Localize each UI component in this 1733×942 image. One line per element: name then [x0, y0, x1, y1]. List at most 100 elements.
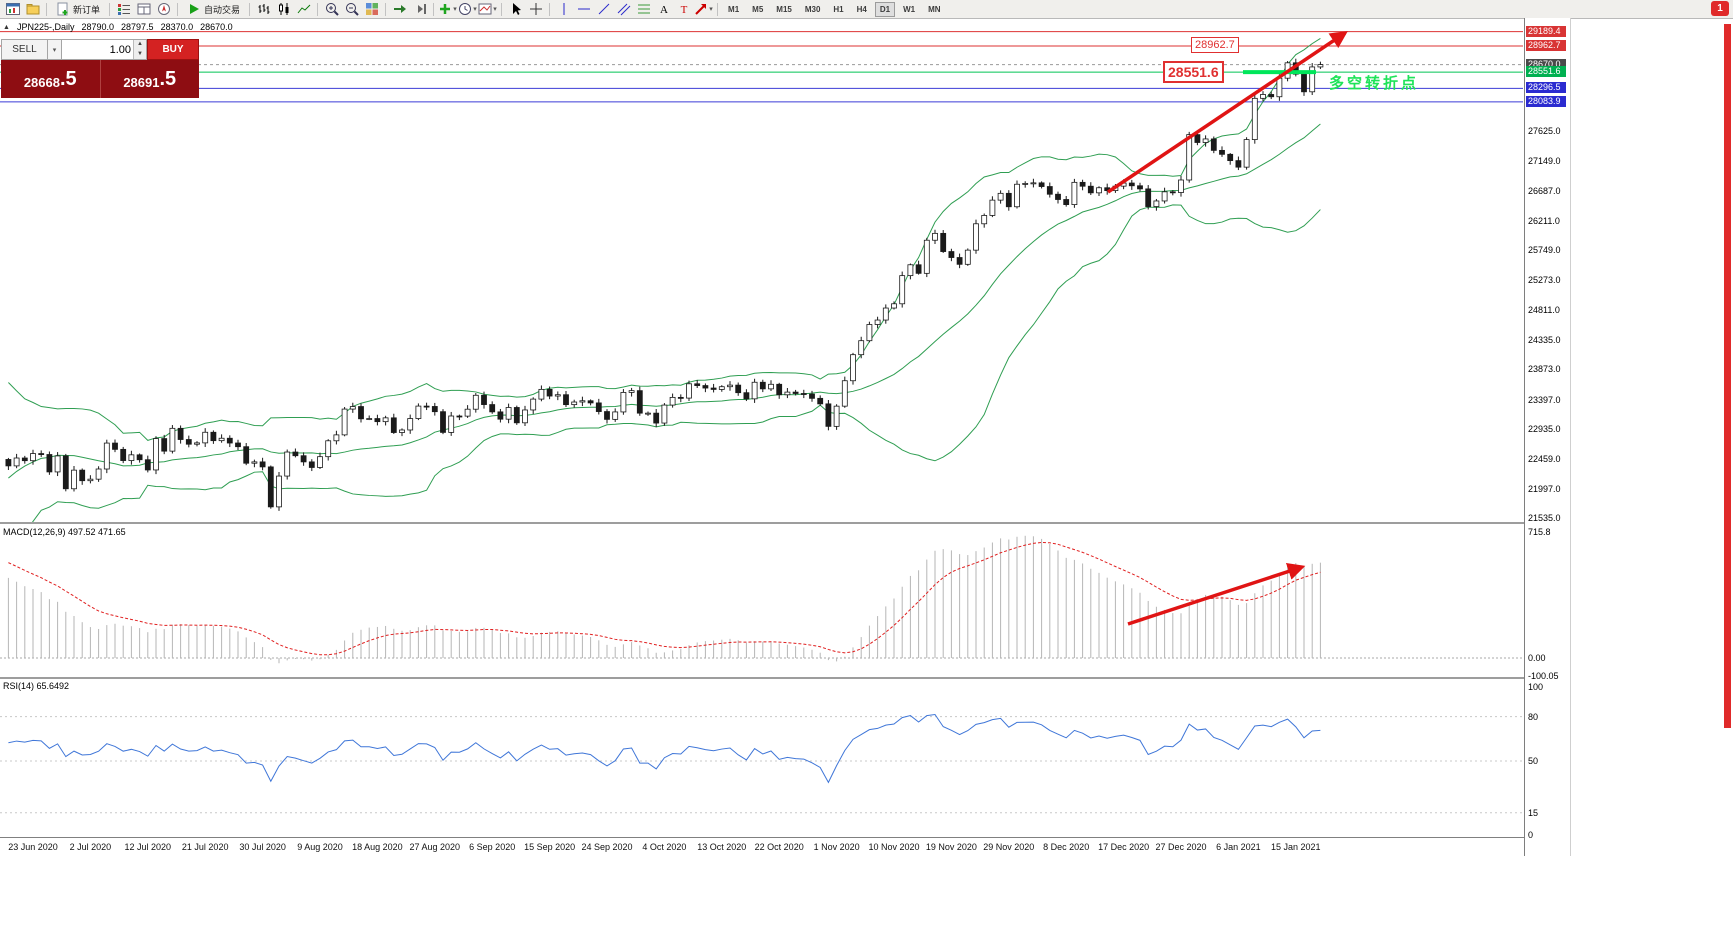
data-window-icon[interactable] — [134, 1, 153, 17]
resistance-price-label[interactable]: 28962.7 — [1191, 37, 1239, 53]
line-chart-icon[interactable] — [294, 1, 313, 17]
toolbar-separator — [717, 2, 719, 16]
date-label: 30 Jul 2020 — [239, 842, 286, 852]
timeframe-d1[interactable]: D1 — [874, 1, 896, 17]
auto-scroll-icon[interactable] — [390, 1, 409, 17]
price-level-badge: 28551.6 — [1526, 66, 1566, 78]
timeframe-m1[interactable]: M1 — [728, 4, 740, 14]
support-price-label[interactable]: 28551.6 — [1163, 61, 1224, 83]
price-axis[interactable]: 29189.4 28962.7 28670.0 28551.6 28296.5 28083… — [1524, 18, 1571, 856]
price-tick-label: 21535.0 — [1528, 512, 1561, 523]
date-label: 19 Nov 2020 — [925, 842, 977, 852]
bar-chart-icon[interactable] — [254, 1, 273, 17]
date-label: 8 Dec 2020 — [1043, 842, 1090, 852]
svg-text:T: T — [680, 4, 687, 16]
timeframe-w1[interactable]: W1 — [903, 4, 916, 14]
price-tick-label: 22935.0 — [1528, 424, 1561, 435]
indicators-icon[interactable]: ▾ — [440, 4, 457, 14]
horizontal-line-icon[interactable] — [574, 1, 593, 17]
volume-spinner[interactable]: ▲ ▼ — [133, 40, 146, 59]
zoom-out-icon[interactable] — [342, 1, 361, 17]
turning-point-text[interactable]: 多空转折点 — [1329, 75, 1420, 92]
new-order-button[interactable]: 新订单 — [51, 1, 105, 17]
date-label: 27 Dec 2020 — [1155, 842, 1207, 852]
toolbar-separator — [177, 2, 179, 16]
new-chart-icon[interactable] — [3, 1, 22, 17]
svg-text:A: A — [660, 4, 668, 16]
price-tick-label: 26687.0 — [1528, 185, 1561, 196]
date-label: 4 Oct 2020 — [642, 842, 687, 852]
macd-signal-line — [8, 541, 1321, 656]
volume-value[interactable]: 1.00 — [109, 43, 131, 56]
profiles-icon[interactable] — [23, 1, 42, 17]
rsi-tick-label: 80 — [1528, 711, 1539, 722]
vertical-line-icon[interactable] — [554, 1, 573, 17]
templates-icon[interactable]: ▾ — [478, 1, 497, 17]
toolbar-separator — [549, 2, 551, 16]
trendline-icon[interactable] — [594, 1, 613, 17]
navigator-icon[interactable] — [154, 1, 173, 17]
notification-badge[interactable]: 1 — [1711, 1, 1729, 16]
rsi-tick-label: 50 — [1528, 756, 1539, 766]
market-watch-icon[interactable] — [114, 1, 133, 17]
periods-icon[interactable]: ▾ — [458, 1, 477, 17]
cursor-icon[interactable] — [506, 1, 525, 17]
toolbar: 新订单 自动交易 ▾ ▾ ▾ A T ▾ M1 M5 M15 M30 H1 H4 D1 W1 MN — [0, 0, 1733, 19]
timeframe-m15[interactable]: M15 — [776, 4, 792, 14]
date-label: 15 Sep 2020 — [524, 842, 576, 852]
ohlc-high: 28797.5 — [121, 22, 154, 32]
price-tick-label: 24811.0 — [1528, 304, 1560, 315]
arrows-icon[interactable]: ▾ — [694, 1, 713, 17]
crosshair-icon[interactable] — [526, 1, 545, 17]
tile-windows-icon[interactable] — [362, 1, 381, 17]
text-icon[interactable]: A — [654, 1, 673, 17]
volume-down-icon[interactable]: ▼ — [134, 49, 146, 59]
macd-tick-label: -100.05 — [1528, 670, 1559, 681]
chart-shift-icon[interactable] — [410, 1, 429, 17]
price-tick-label: 25273.0 — [1528, 275, 1561, 286]
channel-icon[interactable] — [614, 1, 633, 17]
date-label: 18 Aug 2020 — [352, 842, 403, 852]
buy-price-frac: .5 — [159, 67, 177, 90]
sell-button[interactable]: SELL — [1, 39, 48, 60]
panel-separator[interactable] — [0, 522, 1569, 524]
date-label: 21 Jul 2020 — [181, 842, 229, 852]
macd-indicator-label: MACD(12,26,9) 497.52 471.65 — [3, 527, 126, 537]
chart-title: ▲ JPN225-,Daily 28790.0 28797.5 28370.0 … — [3, 22, 233, 32]
right-edge-strip — [1724, 24, 1731, 728]
toolbar-separator — [433, 2, 435, 16]
zoom-in-icon[interactable] — [322, 1, 341, 17]
date-label: 10 Nov 2020 — [868, 842, 920, 852]
price-level-badge: 29189.4 — [1526, 25, 1566, 37]
date-label: 6 Jan 2021 — [1216, 842, 1261, 852]
fibonacci-icon[interactable] — [634, 1, 653, 17]
toolbar-separator — [385, 2, 387, 16]
buy-button[interactable]: BUY — [147, 39, 199, 60]
volume-up-icon[interactable]: ▲ — [134, 40, 146, 50]
price-tick-label: 21997.0 — [1528, 483, 1561, 494]
price-tick-label: 27625.0 — [1528, 126, 1561, 136]
timeframe-h1[interactable]: H1 — [833, 4, 844, 14]
price-tick-label: 25749.0 — [1528, 245, 1561, 256]
date-label: 12 Jul 2020 — [124, 842, 172, 852]
toolbar-separator — [317, 2, 319, 16]
chart-canvas[interactable] — [0, 18, 1523, 838]
symbol-tree-icon[interactable]: ▲ — [3, 23, 10, 31]
candlestick-chart-icon[interactable] — [274, 1, 293, 17]
buy-price[interactable]: 28691 .5 — [101, 60, 200, 98]
order-type-dropdown[interactable]: ▾ — [48, 39, 62, 60]
timeframe-m30[interactable]: M30 — [804, 4, 821, 14]
toolbar-separator — [501, 2, 503, 16]
timeframe-h4[interactable]: H4 — [856, 4, 867, 14]
time-axis[interactable]: 23 Jun 2020 2 Jul 2020 12 Jul 2020 21 Jul 2… — [0, 838, 1523, 856]
autotrading-button[interactable]: 自动交易 — [182, 1, 245, 17]
price-level-badge: 28670.0 — [1526, 58, 1566, 70]
volume-field[interactable]: 1.00 ▲ ▼ — [62, 39, 147, 60]
label-icon[interactable]: T — [674, 1, 693, 17]
trend-arrow-macd — [1127, 563, 1306, 626]
timeframe-m5[interactable]: M5 — [752, 4, 764, 14]
panel-separator[interactable] — [0, 677, 1569, 679]
sell-price[interactable]: 28668 .5 — [1, 60, 101, 98]
timeframe-mn[interactable]: MN — [928, 4, 941, 14]
